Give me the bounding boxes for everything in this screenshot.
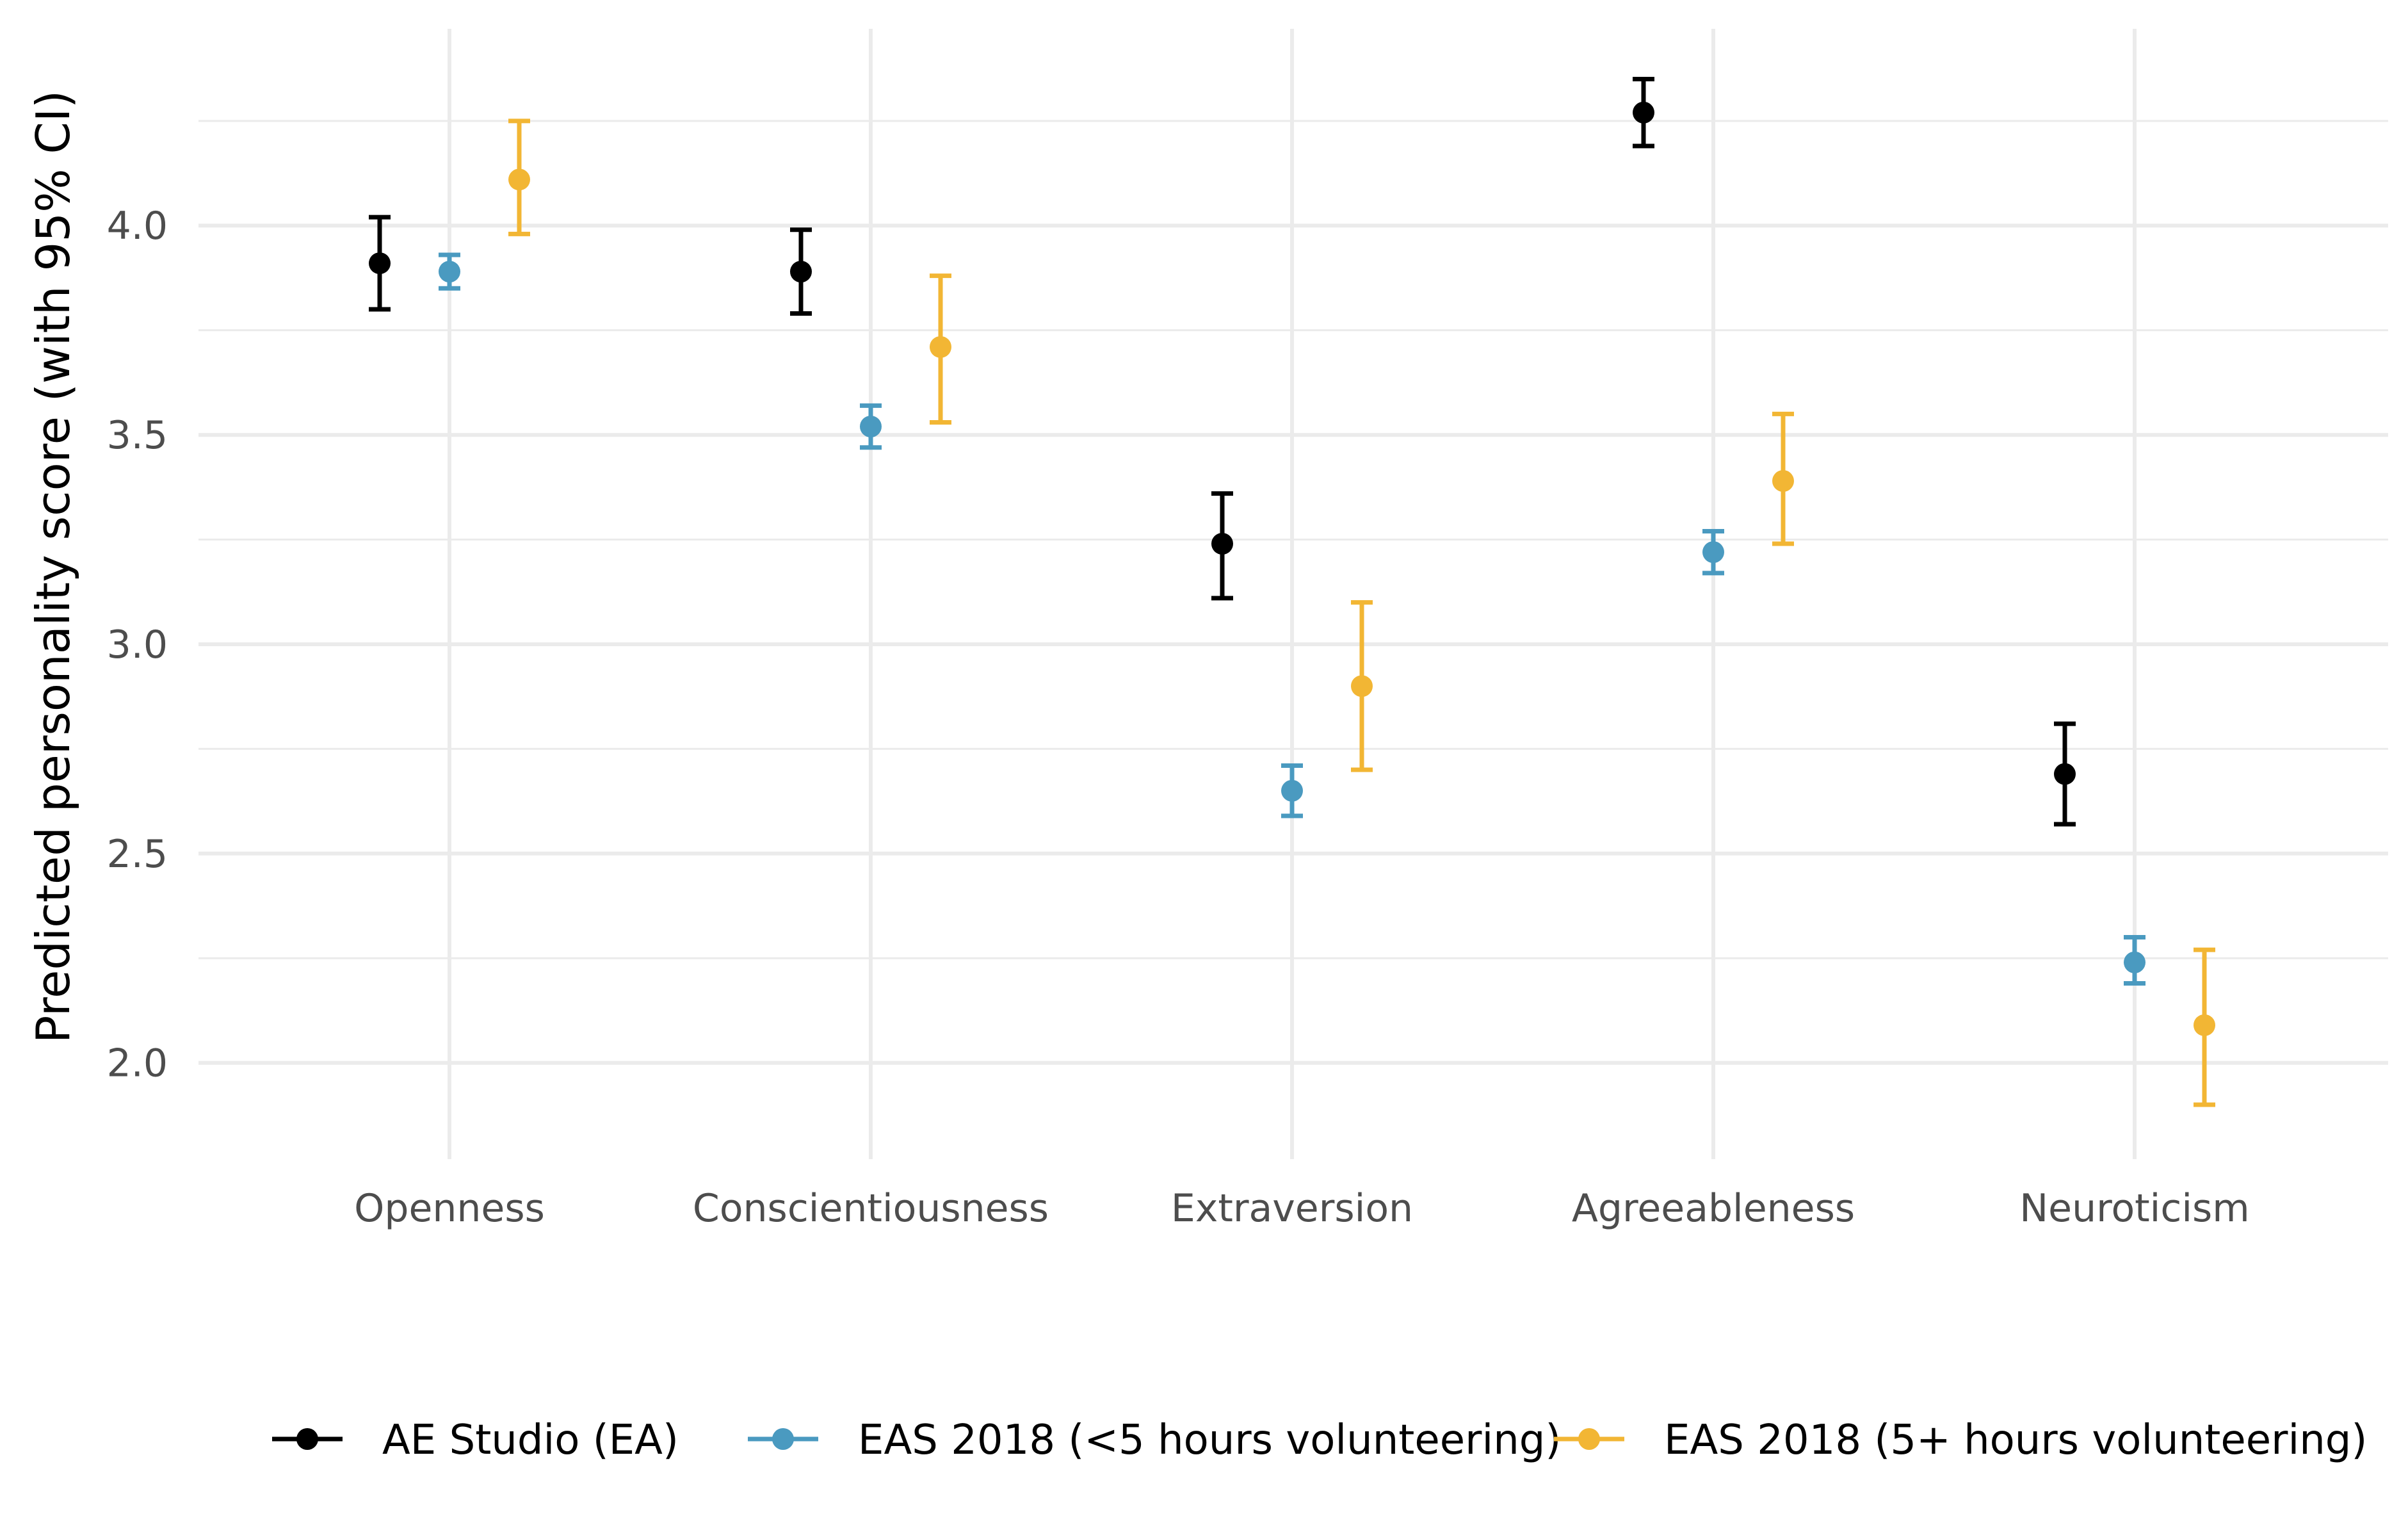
data-point bbox=[1351, 675, 1373, 697]
legend-key-point bbox=[1578, 1428, 1600, 1450]
data-point bbox=[369, 252, 391, 275]
data-point bbox=[1772, 470, 1794, 492]
y-tick-label: 3.0 bbox=[107, 622, 168, 667]
data-point bbox=[508, 168, 530, 191]
data-point bbox=[1281, 779, 1303, 802]
x-tick-label: Extraversion bbox=[1171, 1186, 1413, 1231]
data-point bbox=[860, 416, 882, 438]
data-point bbox=[1702, 541, 1724, 564]
legend: AE Studio (EA) EAS 2018 (<5 hours volunte… bbox=[272, 1417, 2367, 1464]
y-tick-label: 4.0 bbox=[107, 204, 168, 248]
data-point bbox=[1633, 101, 1654, 124]
x-tick-label: Neuroticism bbox=[2019, 1186, 2249, 1231]
data-marks bbox=[369, 76, 2215, 1107]
data-point bbox=[2054, 763, 2076, 785]
x-tick-label: Openness bbox=[354, 1186, 545, 1231]
data-point bbox=[2124, 951, 2145, 973]
data-point bbox=[439, 261, 460, 283]
legend-label: EAS 2018 (5+ hours volunteering) bbox=[1664, 1417, 2367, 1464]
y-tick-label: 3.5 bbox=[107, 413, 168, 458]
legend-label: AE Studio (EA) bbox=[382, 1417, 679, 1464]
x-axis-tick-labels: Openness Conscientiousness Extraversion Agr… bbox=[354, 1186, 2250, 1231]
legend-label: EAS 2018 (<5 hours volunteering) bbox=[858, 1417, 1561, 1464]
data-point bbox=[1211, 533, 1233, 555]
y-axis-title: Predicted personality score (with 95% CI… bbox=[26, 90, 80, 1043]
data-point bbox=[790, 261, 812, 283]
major-gridlines bbox=[198, 29, 2388, 1159]
y-tick-label: 2.5 bbox=[107, 832, 168, 877]
legend-key-point bbox=[772, 1428, 794, 1450]
y-axis-tick-labels: 2.0 2.5 3.0 3.5 4.0 bbox=[107, 204, 168, 1086]
data-point bbox=[2194, 1014, 2215, 1036]
x-tick-label: Agreeableness bbox=[1572, 1186, 1855, 1231]
x-tick-label: Conscientiousness bbox=[693, 1186, 1049, 1231]
y-tick-label: 2.0 bbox=[107, 1041, 168, 1086]
data-point bbox=[930, 336, 951, 358]
legend-key-point bbox=[296, 1428, 318, 1450]
